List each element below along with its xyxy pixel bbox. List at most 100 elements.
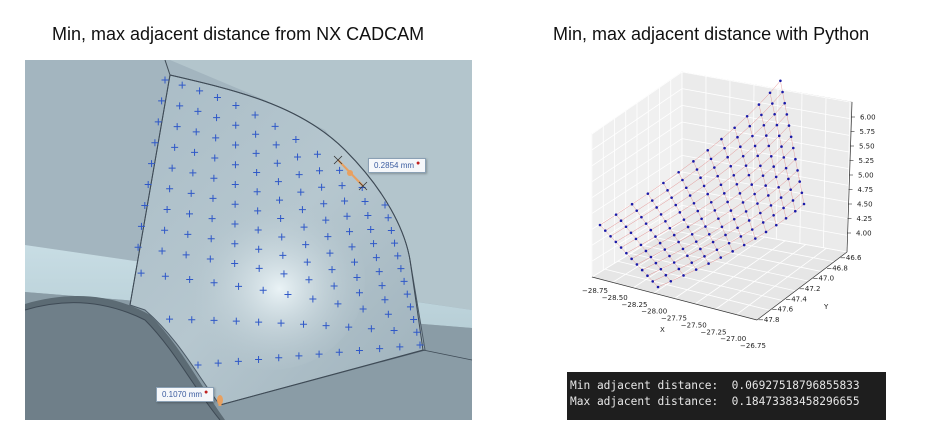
z-tick-label: 6.00 — [860, 114, 876, 122]
plot-point — [787, 124, 791, 127]
cad-point-marker — [206, 255, 214, 263]
cad-point-marker — [178, 81, 186, 89]
plot-point — [731, 250, 734, 253]
plot-point — [682, 218, 686, 221]
z-tick-label: 5.00 — [858, 172, 874, 180]
python-3d-plot: 6.00 5.75 5.50 5.25 5.00 4.75 4.50 4.25 4.00 −28… — [562, 62, 892, 362]
plot-point — [753, 192, 756, 196]
plot-point — [747, 219, 751, 222]
cad-viewport[interactable]: 0.2854 mm ● 0.1070 mm ● — [25, 60, 472, 420]
plot-point — [686, 254, 689, 258]
plot-point — [773, 113, 776, 116]
cad-point-marker — [322, 322, 330, 330]
cad-point-marker — [235, 282, 243, 290]
cad-point-marker — [254, 207, 262, 215]
plot-point — [759, 211, 762, 215]
cad-point-marker — [271, 122, 279, 130]
cad-point-marker — [213, 114, 221, 122]
cad-point-marker — [137, 222, 145, 230]
z-tick-label: 4.00 — [856, 230, 872, 238]
cad-model-view — [25, 60, 472, 420]
cad-point-marker — [309, 295, 317, 303]
cad-point-marker — [148, 160, 156, 168]
plot-point — [662, 181, 665, 185]
cad-point-marker — [278, 233, 286, 241]
plot-point — [785, 113, 789, 116]
plot-point — [674, 203, 678, 207]
plot-point — [757, 103, 761, 106]
cad-point-marker — [134, 243, 142, 251]
cad-point-marker — [390, 327, 398, 335]
cad-point-marker — [273, 159, 281, 167]
cad-point-marker — [320, 200, 328, 208]
plot-point — [677, 170, 680, 174]
plot-point — [619, 246, 623, 249]
plot-point — [733, 126, 736, 130]
plot-point — [729, 164, 733, 168]
plot-point — [764, 184, 767, 187]
cad-point-marker — [274, 178, 282, 186]
plot-point — [751, 134, 754, 138]
plot-point — [634, 237, 638, 241]
cad-point-marker — [189, 169, 197, 177]
cad-point-marker — [315, 350, 323, 358]
y-tick-label: −47.4 — [785, 295, 807, 303]
cad-point-marker — [255, 245, 263, 253]
y-tick-label: −47.2 — [799, 285, 820, 293]
point-cloud — [598, 79, 806, 289]
cad-point-marker — [387, 226, 395, 234]
plot-point — [614, 240, 618, 244]
plot-point — [756, 154, 760, 158]
plot-point — [692, 160, 695, 163]
y-axis-label: Y — [823, 303, 829, 311]
y-tick-label: −47.8 — [758, 316, 779, 324]
z-tick-label: 5.25 — [859, 157, 875, 165]
cad-point-marker — [295, 171, 303, 179]
cad-point-marker — [372, 254, 380, 262]
cad-point-marker — [277, 215, 285, 223]
plot-point — [768, 91, 772, 95]
plot-point — [744, 164, 748, 167]
plot-point — [692, 201, 696, 205]
plot-point — [719, 183, 723, 187]
plot-point — [670, 196, 673, 199]
cad-point-marker — [292, 136, 300, 144]
plot-point — [777, 185, 780, 189]
cad-point-marker — [338, 182, 346, 190]
cad-point-marker — [277, 319, 285, 327]
plot-point — [656, 285, 660, 289]
plot-point — [654, 235, 657, 238]
cad-point-marker — [318, 183, 326, 191]
plot-point — [761, 174, 765, 177]
plot-point — [695, 168, 699, 171]
cad-point-marker — [158, 247, 166, 255]
plot-point — [767, 194, 770, 197]
cad-point-marker — [276, 196, 284, 204]
plot-point — [649, 255, 653, 259]
cad-point-marker — [284, 291, 292, 299]
plot-point — [744, 210, 748, 213]
cad-point-marker — [279, 251, 287, 259]
plot-point — [598, 223, 602, 227]
plot-point — [762, 123, 766, 127]
plot-point — [800, 191, 804, 195]
plot-point — [769, 204, 773, 207]
cad-point-marker — [410, 316, 418, 324]
cad-point-marker — [416, 341, 424, 349]
plot-point — [779, 196, 783, 199]
cad-point-marker — [378, 282, 386, 290]
max-distance-highlight — [333, 155, 368, 191]
cad-point-marker — [272, 141, 280, 149]
plot-point — [624, 225, 628, 229]
plot-point — [736, 226, 739, 230]
plot-point — [694, 240, 698, 243]
max-distance-line: Max adjacent distance: 0.184733834582966… — [570, 394, 886, 410]
cad-point-marker — [231, 200, 239, 208]
cad-point-marker — [214, 359, 222, 367]
cad-point-marker — [403, 290, 411, 298]
plot-point — [791, 199, 795, 202]
plot-point — [789, 188, 792, 191]
plot-point — [759, 164, 762, 168]
cad-point-marker — [294, 153, 302, 161]
plot-point — [775, 123, 779, 127]
